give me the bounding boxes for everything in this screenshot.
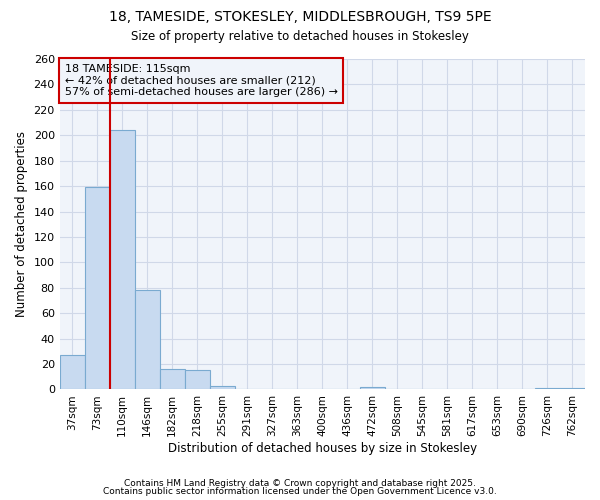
Y-axis label: Number of detached properties: Number of detached properties: [15, 131, 28, 317]
Bar: [560, 388, 585, 390]
Bar: [210, 386, 235, 390]
Text: Contains public sector information licensed under the Open Government Licence v3: Contains public sector information licen…: [103, 487, 497, 496]
Text: Contains HM Land Registry data © Crown copyright and database right 2025.: Contains HM Land Registry data © Crown c…: [124, 478, 476, 488]
Bar: [135, 290, 160, 390]
Bar: [185, 370, 210, 390]
Bar: [85, 188, 110, 390]
X-axis label: Distribution of detached houses by size in Stokesley: Distribution of detached houses by size …: [168, 442, 477, 455]
Text: Size of property relative to detached houses in Stokesley: Size of property relative to detached ho…: [131, 30, 469, 43]
Text: 18, TAMESIDE, STOKESLEY, MIDDLESBROUGH, TS9 5PE: 18, TAMESIDE, STOKESLEY, MIDDLESBROUGH, …: [109, 10, 491, 24]
Bar: [535, 388, 560, 390]
Bar: [360, 387, 385, 390]
Text: 18 TAMESIDE: 115sqm
← 42% of detached houses are smaller (212)
57% of semi-detac: 18 TAMESIDE: 115sqm ← 42% of detached ho…: [65, 64, 338, 97]
Bar: [110, 130, 135, 390]
Bar: [59, 355, 85, 390]
Bar: [160, 369, 185, 390]
